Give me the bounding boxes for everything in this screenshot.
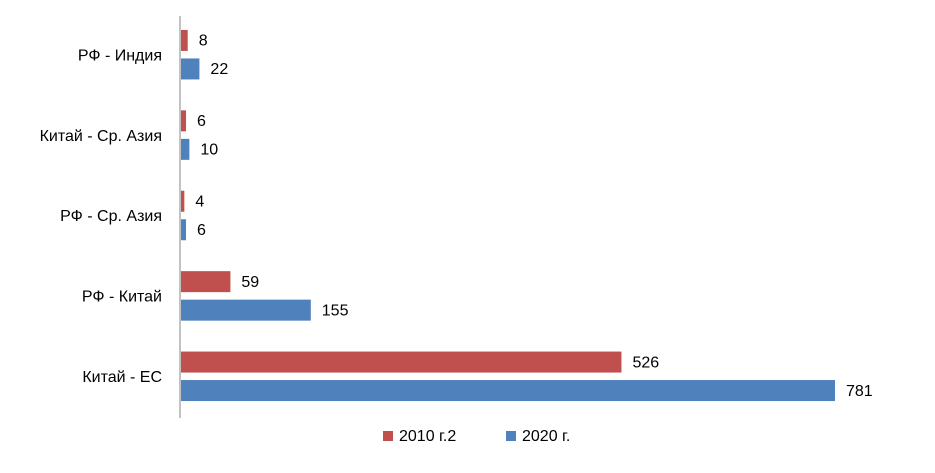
legend-swatch-1 — [506, 431, 516, 441]
category-label-3: РФ - Китай — [82, 289, 162, 306]
bar-2010-г-2-0 — [181, 29, 188, 51]
bars-group — [181, 29, 835, 402]
value-label-1-0: 22 — [210, 61, 228, 78]
category-label-4: Китай - ЕС — [82, 369, 162, 386]
legend: 2010 г.2 2020 г. — [383, 428, 570, 445]
bar-2020-г-2 — [181, 219, 187, 241]
bar-2020-г-3 — [181, 299, 311, 321]
value-label-0-3: 59 — [241, 274, 259, 291]
legend-label-0: 2010 г.2 — [399, 428, 456, 445]
bar-2010-г-2-4 — [181, 351, 622, 373]
value-labels: 822 6 10 4 6 59 155 526 781 — [195, 33, 872, 400]
value-label-0-0: 8 — [199, 33, 208, 50]
value-label-1-3: 155 — [322, 302, 349, 319]
category-label-2: РФ - Ср. Азия — [60, 208, 162, 225]
bar-2020-г-1 — [181, 138, 190, 160]
bar-2010-г-2-2 — [181, 190, 185, 212]
category-label-1: Китай - Ср. Азия — [40, 128, 162, 145]
value-label-0-1: 6 — [197, 113, 206, 130]
value-label-1-4: 781 — [846, 383, 873, 400]
value-label-1-2: 6 — [197, 222, 206, 239]
legend-label-1: 2020 г. — [522, 428, 570, 445]
bar-2020-г-4 — [181, 380, 835, 402]
bar-2020-г-0 — [181, 58, 200, 80]
bar-2010-г-2-3 — [181, 271, 231, 293]
value-label-0-4: 526 — [632, 354, 659, 371]
value-label-0-2: 4 — [195, 193, 204, 210]
bar-2010-г-2-1 — [181, 110, 187, 132]
category-labels: РФ - Индия Китай - Ср. Азия РФ - Ср. Азия Р… — [40, 47, 162, 386]
value-label-1-1: 10 — [200, 142, 218, 159]
legend-swatch-0 — [383, 431, 393, 441]
category-label-0: РФ - Индия — [78, 47, 162, 64]
